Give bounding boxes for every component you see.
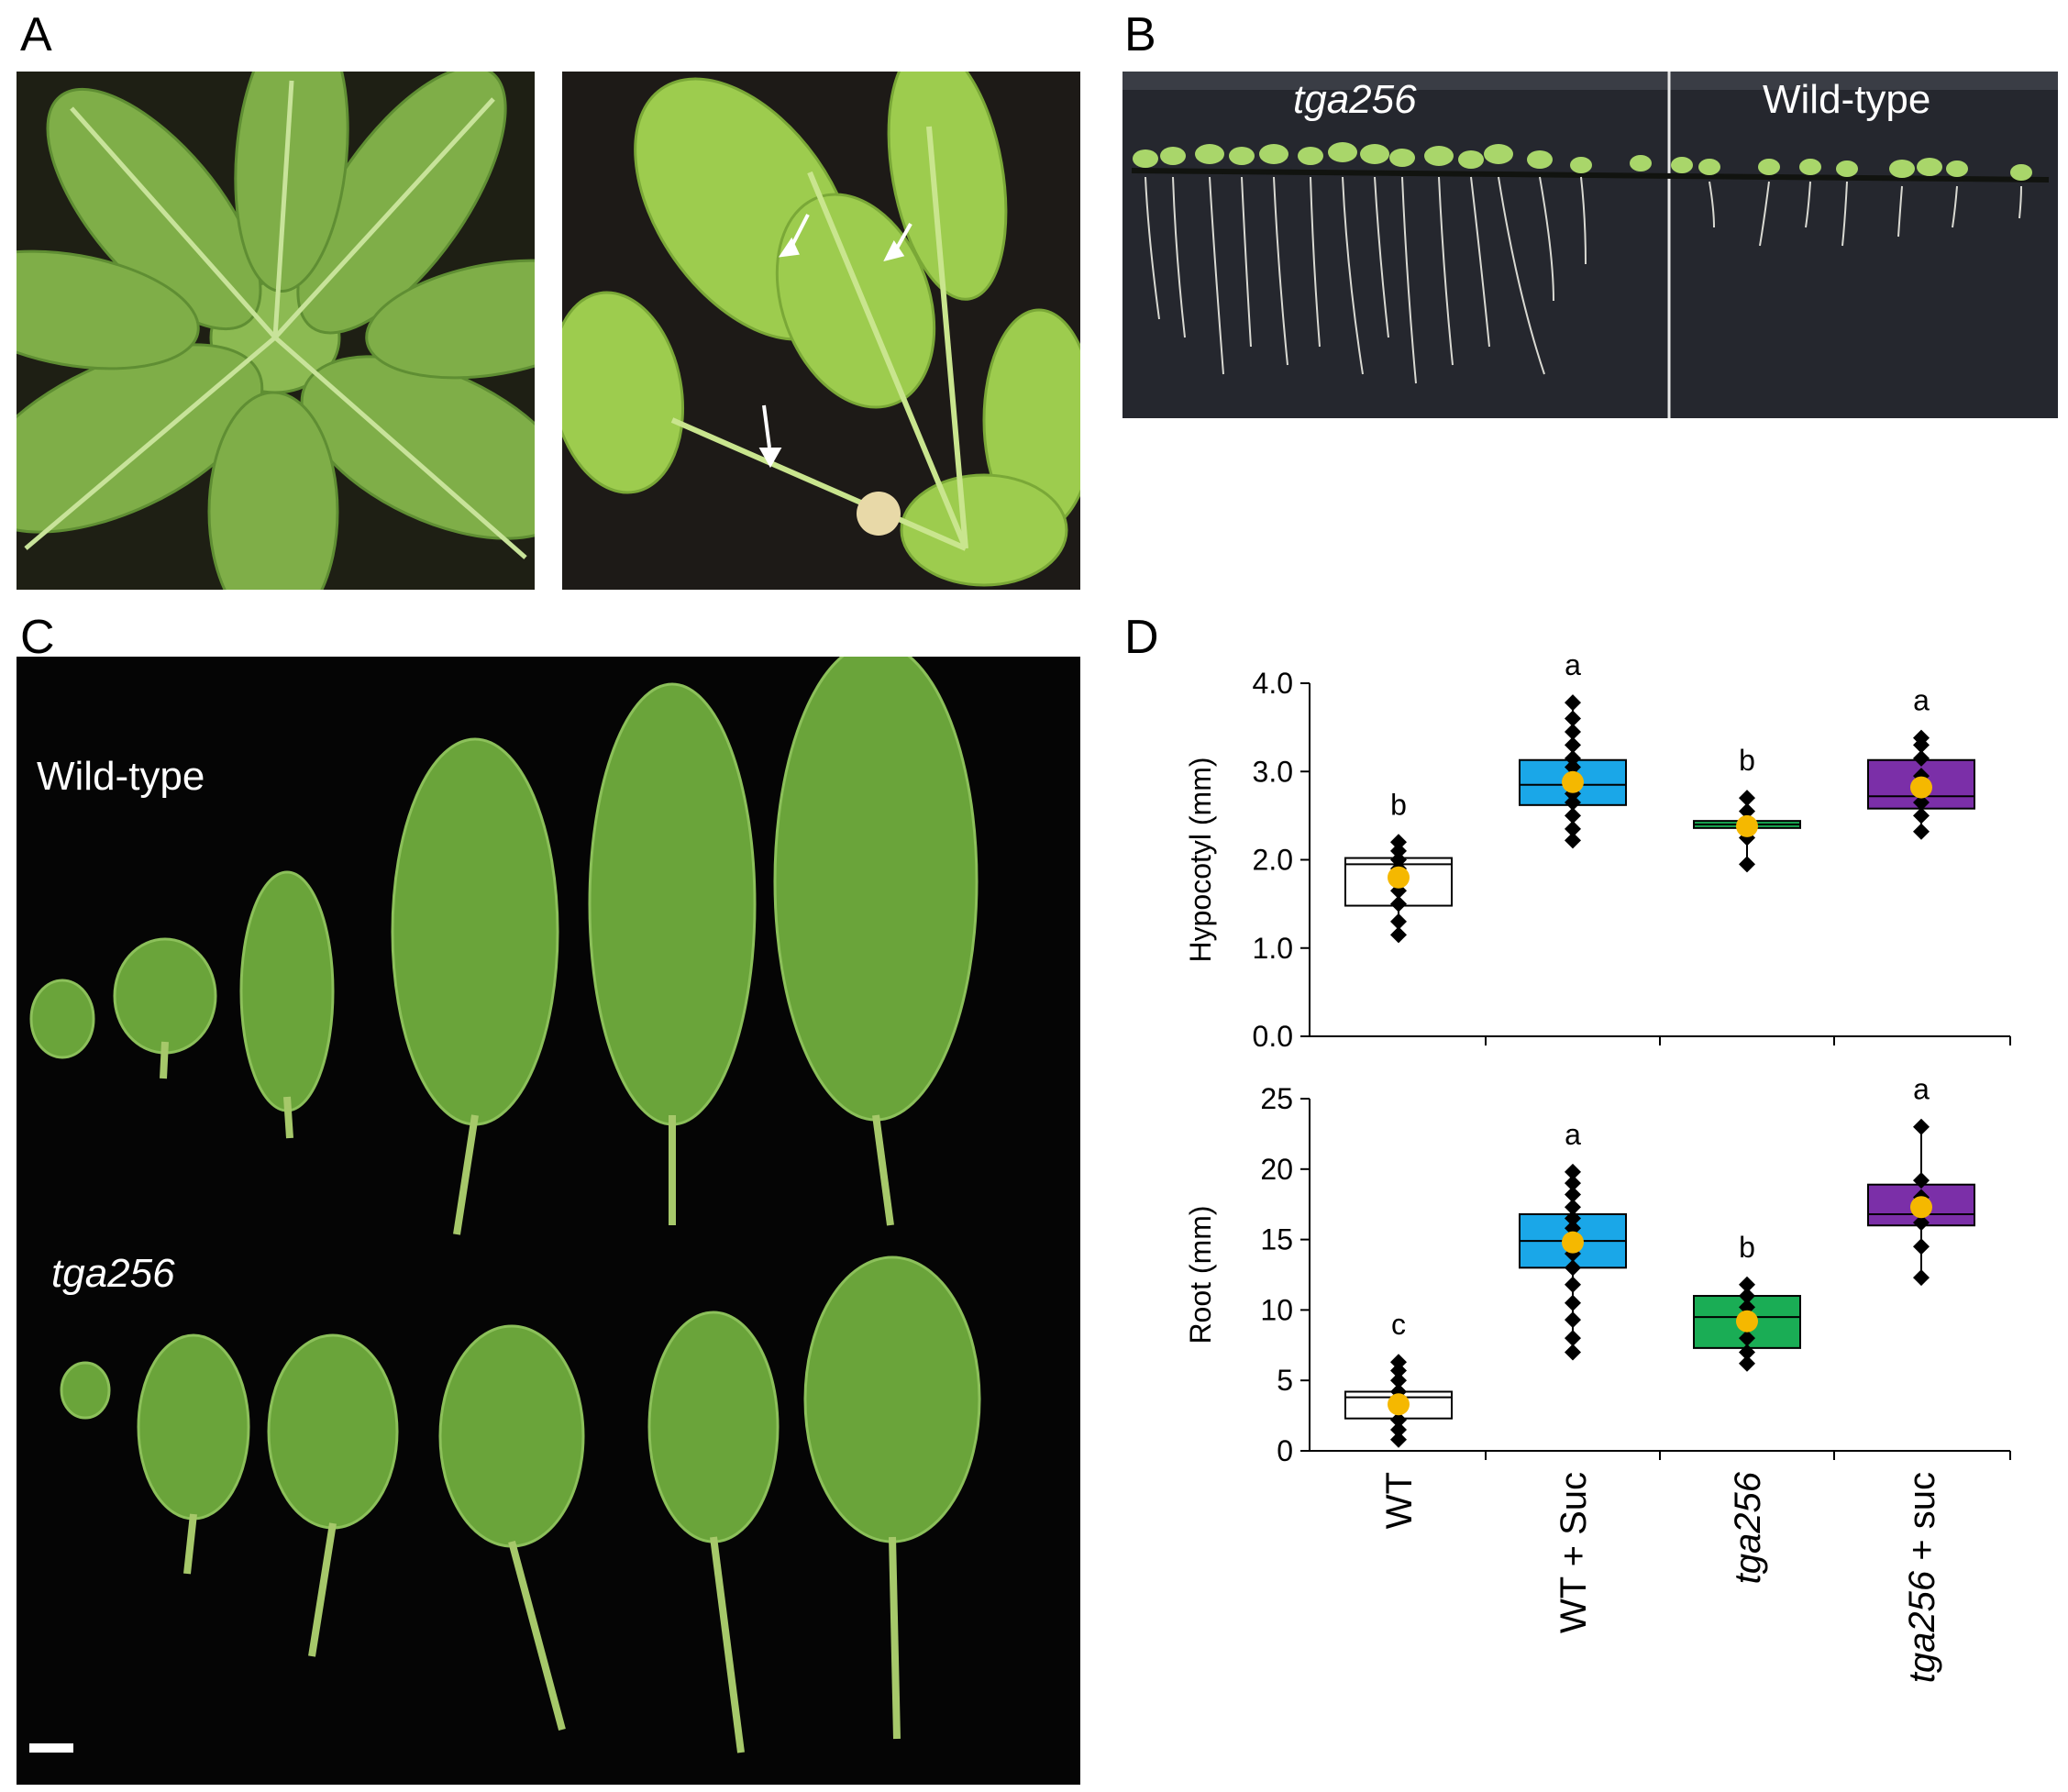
data-point [1390, 1362, 1407, 1379]
data-point [1739, 802, 1755, 820]
y-tick-label: 1.0 [1253, 932, 1293, 965]
data-point [1913, 807, 1930, 824]
plate-label-mutant: tga256 [1293, 77, 1417, 122]
data-point [1390, 842, 1407, 859]
significance-letter: b [1739, 744, 1755, 777]
data-point [1913, 1118, 1930, 1135]
category-label: tga256 [1728, 1471, 1768, 1584]
data-point [1390, 926, 1407, 944]
y-tick-label: 3.0 [1253, 755, 1293, 788]
data-point [1390, 1372, 1407, 1389]
y-tick-label: 10 [1260, 1293, 1293, 1326]
mean-marker [1736, 1310, 1758, 1333]
leaf-label-mutant: tga256 [51, 1251, 175, 1296]
data-point [1565, 1311, 1581, 1329]
leaf-series-photo [17, 657, 1080, 1785]
significance-letter: a [1913, 1073, 1930, 1106]
data-point [1390, 834, 1407, 851]
data-point [1565, 832, 1581, 849]
data-point [1565, 1210, 1581, 1227]
y-tick-label: 15 [1260, 1223, 1293, 1256]
data-point [1565, 1199, 1581, 1216]
data-point [1565, 820, 1581, 837]
rosette-photo-mutant [562, 72, 1080, 590]
seedling-plate-photo [1122, 72, 2058, 418]
data-point [1565, 758, 1581, 776]
box-plot-chart: 0.0 1.0 2.0 3.0 4.0 Hypocotyl (mm) b a b a 0 5 10 15 2… [1184, 648, 2011, 1683]
data-point [1913, 1269, 1930, 1287]
data-point [1565, 1294, 1581, 1311]
data-point [1739, 1355, 1755, 1372]
data-point [1565, 1344, 1581, 1361]
data-point [1739, 790, 1755, 807]
significance-letter: a [1913, 684, 1930, 717]
data-point [1565, 736, 1581, 754]
y-tick-label: 5 [1277, 1364, 1293, 1397]
data-point [1739, 1344, 1755, 1361]
data-point [1390, 913, 1407, 930]
data-point [1390, 895, 1407, 913]
data-point [1565, 1163, 1581, 1180]
y-axis-label: Root (mm) [1184, 1205, 1217, 1344]
panel-label-b: B [1124, 8, 1156, 61]
data-point [1565, 749, 1581, 767]
data-point [1565, 1259, 1581, 1277]
data-point [1739, 856, 1755, 873]
category-label: WT [1379, 1472, 1420, 1529]
significance-letter: a [1565, 648, 1581, 681]
panel-label-c: C [20, 611, 55, 664]
y-tick-label: 25 [1260, 1082, 1293, 1115]
significance-letter: b [1739, 1231, 1755, 1264]
data-point [1913, 823, 1930, 840]
rosette-photo-wildtype [17, 72, 535, 590]
data-point [1565, 1276, 1581, 1293]
data-point [1739, 1288, 1755, 1305]
data-point [1390, 1411, 1407, 1429]
mean-marker [1562, 770, 1584, 793]
data-point [1913, 1214, 1930, 1232]
data-point [1913, 749, 1930, 767]
y-tick-label: 4.0 [1253, 667, 1293, 700]
data-point [1390, 1383, 1407, 1400]
data-point [1739, 1330, 1755, 1347]
data-point [1390, 1421, 1407, 1438]
mean-marker [1736, 814, 1758, 837]
data-point [1565, 723, 1581, 740]
significance-letter: c [1391, 1308, 1406, 1341]
y-tick-label: 0.0 [1253, 1020, 1293, 1053]
data-point [1565, 710, 1581, 727]
data-point [1913, 729, 1930, 747]
y-tick-label: 20 [1260, 1153, 1293, 1186]
mean-marker [1388, 866, 1410, 889]
data-point [1565, 1175, 1581, 1192]
data-point [1739, 1276, 1755, 1293]
leaf-label-wildtype: Wild-type [37, 754, 205, 799]
data-point [1390, 1354, 1407, 1371]
y-axis-label: Hypocotyl (mm) [1184, 757, 1217, 962]
y-tick-label: 0 [1277, 1434, 1293, 1467]
mean-marker [1910, 776, 1932, 799]
data-point [1565, 1186, 1581, 1203]
data-point [1565, 1244, 1581, 1262]
data-point [1390, 1431, 1407, 1448]
mean-marker [1388, 1393, 1410, 1416]
data-point [1565, 793, 1581, 811]
category-label: tga256 + suc [1902, 1472, 1942, 1683]
data-point [1913, 1238, 1930, 1256]
panel-label-a: A [20, 8, 52, 61]
mean-marker [1562, 1231, 1584, 1254]
y-tick-label: 2.0 [1253, 844, 1293, 877]
data-point [1913, 793, 1930, 811]
category-label: WT + Suc [1554, 1472, 1594, 1633]
panel-label-d: D [1124, 611, 1159, 664]
plate-label-wildtype: Wild-type [1763, 77, 1931, 122]
data-point [1565, 1330, 1581, 1347]
data-point [1565, 694, 1581, 712]
data-point [1390, 851, 1407, 868]
significance-letter: a [1565, 1118, 1581, 1151]
significance-letter: b [1390, 788, 1407, 821]
data-point [1913, 1172, 1930, 1189]
mean-marker [1910, 1196, 1932, 1219]
data-point [1565, 807, 1581, 824]
